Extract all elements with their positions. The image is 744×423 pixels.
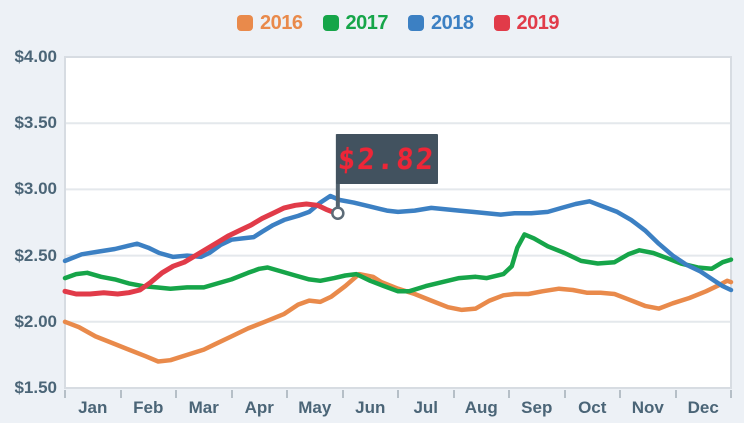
x-axis-label-Jan: Jan: [78, 398, 108, 417]
x-axis-label-Dec: Dec: [687, 398, 719, 417]
legend-item-2018[interactable]: 2018: [408, 12, 474, 35]
flag-price-value: $2.82: [336, 142, 437, 177]
legend-item-2016[interactable]: 2016: [237, 12, 303, 35]
y-axis-label: $4.00: [14, 47, 57, 66]
x-axis-tick: [64, 390, 66, 398]
y-axis-label: $2.50: [14, 245, 57, 265]
x-axis-label-Mar: Mar: [188, 398, 219, 417]
y-axis-label: $3.00: [14, 179, 57, 199]
x-axis-tick: [730, 390, 732, 398]
y-axis-label: $3.50: [14, 113, 57, 133]
plot-area: [64, 56, 732, 389]
legend-item-2019[interactable]: 2019: [493, 11, 560, 35]
series-line-2018: [62, 193, 734, 293]
x-axis-tick: [508, 390, 510, 398]
legend-item-2017[interactable]: 2017: [322, 11, 389, 35]
legend-label: 2019: [516, 11, 560, 34]
x-axis-tick: [175, 390, 177, 398]
x-axis-tick: [119, 390, 122, 398]
x-axis-label-Apr: Apr: [244, 398, 274, 417]
legend-swatch-icon: [237, 15, 253, 31]
x-axis-tick: [341, 390, 344, 398]
price-flag-annotation: $2.82: [335, 134, 438, 185]
legend-swatch-icon: [493, 15, 510, 31]
x-axis-tick: [674, 390, 677, 398]
x-axis-label-Nov: Nov: [631, 398, 664, 417]
series-line-2017: [62, 232, 734, 294]
x-axis-tick: [286, 390, 288, 398]
series-lines: [62, 193, 734, 364]
x-axis-tick: [452, 390, 455, 398]
x-axis-tick: [619, 390, 621, 398]
legend-label: 2016: [260, 11, 303, 34]
x-axis-label-Oct: Oct: [578, 398, 607, 417]
legend-label: 2017: [345, 11, 389, 34]
series-line-2019: [62, 201, 339, 297]
x-axis-tick: [397, 390, 399, 398]
legend-label: 2018: [431, 11, 474, 34]
legend-swatch-icon: [408, 15, 424, 31]
series-end-marker: [331, 206, 345, 220]
y-axis-label: $2.00: [14, 311, 57, 331]
x-axis-label-Aug: Aug: [464, 398, 498, 417]
x-axis-tick: [563, 390, 566, 398]
x-axis-label-Sep: Sep: [521, 398, 553, 417]
x-axis-tick: [230, 390, 233, 398]
x-axis-label-May: May: [298, 398, 332, 417]
legend-swatch-icon: [322, 15, 339, 31]
x-axis-label-Feb: Feb: [133, 398, 164, 417]
y-axis-label: $1.50: [14, 378, 57, 397]
x-axis-label-Jun: Jun: [355, 398, 386, 417]
x-axis-label-Jul: Jul: [413, 398, 439, 417]
chart-legend: 2016 2017 2018 2019: [65, 7, 731, 39]
